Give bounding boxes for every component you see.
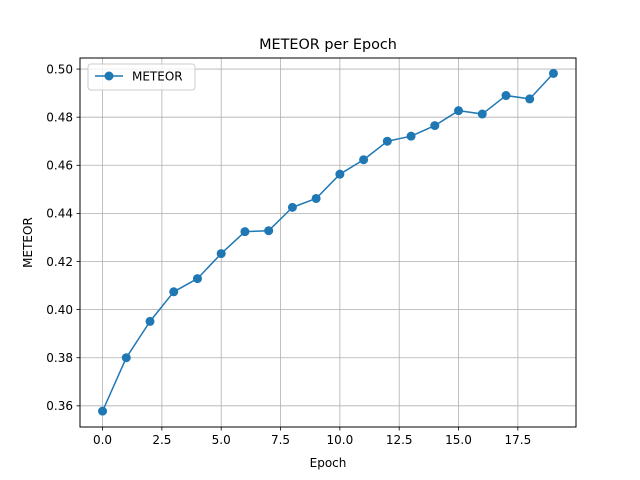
data-point — [335, 169, 345, 179]
data-point — [169, 287, 179, 297]
y-tick-label: 0.36 — [46, 399, 73, 413]
x-tick-label: 2.5 — [152, 433, 171, 447]
x-tick-label: 12.5 — [386, 433, 413, 447]
x-tick-label: 17.5 — [504, 433, 531, 447]
data-point — [287, 202, 297, 212]
legend-marker — [104, 71, 114, 81]
data-point — [145, 316, 155, 326]
data-point — [406, 131, 416, 141]
data-point — [382, 136, 392, 146]
x-tick-label: 0.0 — [93, 433, 112, 447]
data-point — [501, 91, 511, 101]
y-tick-label: 0.42 — [46, 255, 73, 269]
data-point — [264, 226, 274, 236]
data-point — [359, 155, 369, 165]
x-axis-label: Epoch — [310, 456, 347, 470]
y-tick-label: 0.38 — [46, 351, 73, 365]
series-layer — [98, 68, 558, 416]
y-tick-label: 0.46 — [46, 159, 73, 173]
data-point — [240, 227, 250, 237]
grid — [80, 58, 576, 427]
y-tick-label: 0.48 — [46, 110, 73, 124]
data-point — [121, 353, 131, 363]
data-point — [98, 406, 108, 416]
chart-title: METEOR per Epoch — [259, 37, 397, 53]
legend: METEOR — [87, 63, 196, 91]
data-point — [430, 121, 440, 131]
data-point — [216, 249, 226, 259]
data-point — [192, 274, 202, 284]
ticks: 0.0 2.5 5.0 7.5 10.0 12.5 15.0 17.5 0.36 0.38 0.40… — [46, 62, 531, 447]
x-tick-label: 10.0 — [327, 433, 354, 447]
y-tick-label: 0.40 — [46, 303, 73, 317]
data-point — [525, 94, 535, 104]
y-axis-label: METEOR — [21, 217, 35, 268]
data-point — [548, 68, 558, 78]
x-tick-label: 15.0 — [445, 433, 472, 447]
data-point — [311, 193, 321, 203]
x-tick-label: 5.0 — [212, 433, 231, 447]
plot-frame — [79, 57, 577, 428]
y-tick-label: 0.50 — [46, 62, 73, 76]
legend-label: METEOR — [132, 70, 183, 84]
data-point — [477, 109, 487, 119]
x-tick-label: 7.5 — [271, 433, 290, 447]
data-point — [454, 106, 464, 116]
y-tick-label: 0.44 — [46, 207, 73, 221]
legend-box — [87, 63, 196, 91]
